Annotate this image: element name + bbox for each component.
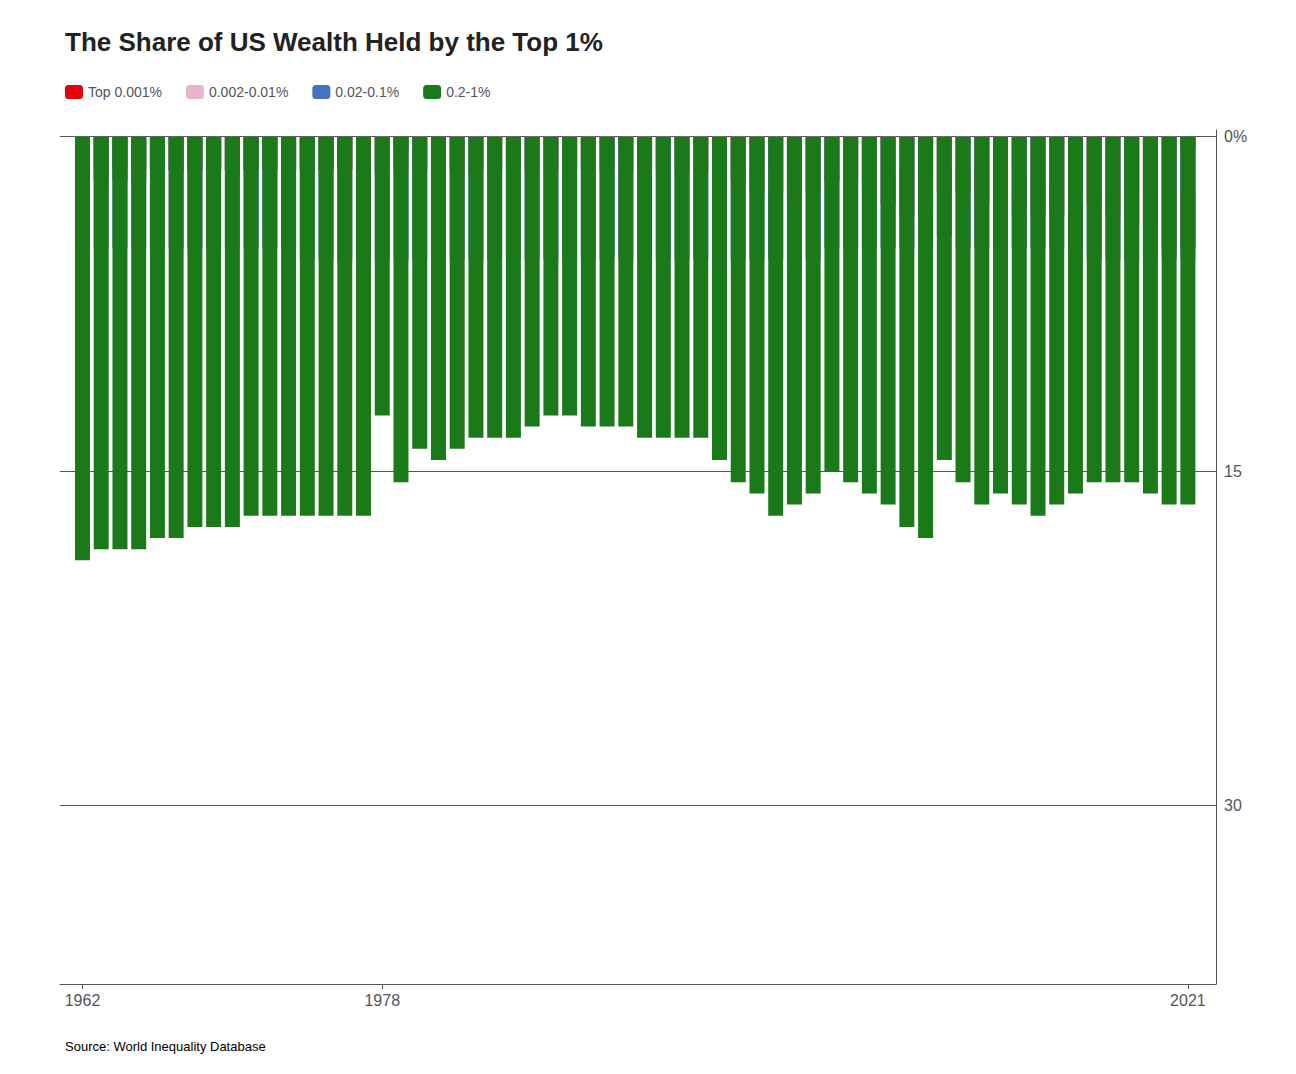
svg-text:The Share of US Wealth Held by: The Share of US Wealth Held by the Top 1… bbox=[65, 27, 603, 57]
svg-text:2021: 2021 bbox=[1170, 992, 1206, 1009]
svg-text:1962: 1962 bbox=[65, 992, 101, 1009]
svg-text:0.02-0.1%: 0.02-0.1% bbox=[335, 84, 399, 100]
svg-text:1978: 1978 bbox=[364, 992, 400, 1009]
svg-text:0.002-0.01%: 0.002-0.01% bbox=[209, 84, 288, 100]
svg-text:15: 15 bbox=[1224, 463, 1242, 480]
svg-text:Top 0.001%: Top 0.001% bbox=[88, 84, 162, 100]
svg-text:0.2-1%: 0.2-1% bbox=[446, 84, 490, 100]
svg-text:0%: 0% bbox=[1224, 128, 1247, 145]
svg-text:30: 30 bbox=[1224, 797, 1242, 814]
svg-text:Source: World Inequality Datab: Source: World Inequality Database bbox=[65, 1039, 266, 1054]
